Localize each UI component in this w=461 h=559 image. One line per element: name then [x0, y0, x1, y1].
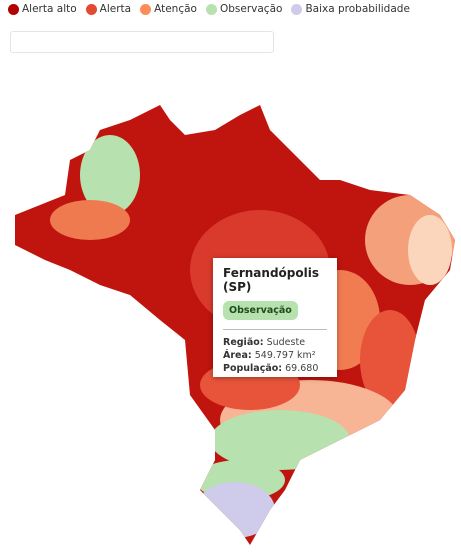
legend: Alerta alto Alerta Atenção Observação Baixa … [8, 3, 410, 15]
tooltip-rows: Região: Sudeste Área: 549.797 km² Populaçã… [223, 336, 327, 375]
legend-item[interactable]: Baixa probabilidade [291, 3, 410, 15]
legend-label: Alerta [99, 3, 132, 15]
legend-item[interactable]: Alerta [85, 3, 132, 15]
legend-dot [85, 3, 97, 15]
legend-dot [291, 3, 303, 15]
legend-item[interactable]: Alerta alto [8, 3, 77, 15]
legend-item[interactable]: Atenção [140, 3, 197, 15]
legend-item[interactable]: Observação [205, 3, 283, 15]
info-row: Região: Sudeste [223, 336, 327, 349]
search-box[interactable] [10, 31, 274, 53]
tooltip: Fernandópolis (SP) Observação Região: Su… [213, 258, 337, 377]
legend-dot [8, 3, 19, 15]
divider [223, 329, 327, 330]
info-value: Sudeste [266, 337, 306, 348]
legend-dot [205, 3, 217, 15]
info-row: População: 69.680 [223, 362, 327, 375]
legend-label: Atenção [154, 3, 197, 15]
info-label: Região: [223, 337, 264, 348]
info-label: Área: [223, 350, 252, 361]
info-row: Área: 549.797 km² [223, 349, 327, 362]
legend-label: Baixa probabilidade [305, 3, 410, 15]
info-label: População: [223, 363, 283, 374]
info-value: 549.797 km² [254, 350, 316, 361]
status-badge: Observação [223, 301, 298, 320]
info-value: 69.680 [285, 363, 319, 374]
legend-label: Alerta alto [22, 3, 77, 15]
tooltip-title: Fernandópolis (SP) [223, 266, 319, 294]
legend-label: Observação [219, 3, 283, 15]
legend-dot [140, 3, 152, 15]
